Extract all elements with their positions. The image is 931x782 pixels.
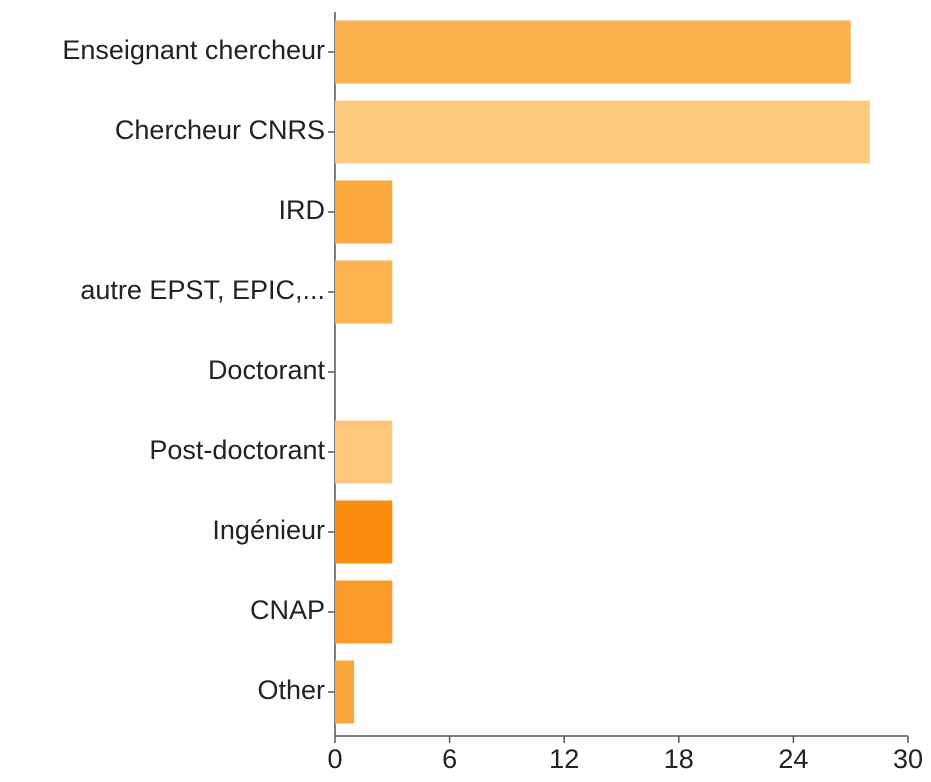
x-tick-label: 24 bbox=[778, 744, 808, 774]
bar bbox=[335, 660, 355, 724]
y-tick-label: autre EPST, EPIC,... bbox=[80, 275, 325, 305]
y-tick-label: Enseignant chercheur bbox=[62, 35, 325, 65]
y-tick-label: Ingénieur bbox=[212, 515, 325, 545]
y-tick-label: Other bbox=[257, 675, 325, 705]
y-tick-label: Post-doctorant bbox=[149, 435, 325, 465]
bar bbox=[335, 260, 393, 324]
x-tick-label: 30 bbox=[893, 744, 923, 774]
y-tick-label: Chercheur CNRS bbox=[115, 115, 325, 145]
y-tick-label: Doctorant bbox=[208, 355, 326, 385]
bar bbox=[335, 20, 851, 84]
y-tick-label: IRD bbox=[279, 195, 326, 225]
y-tick-label: CNAP bbox=[250, 595, 325, 625]
bar bbox=[335, 580, 393, 644]
x-tick-label: 6 bbox=[442, 744, 457, 774]
bar bbox=[335, 420, 393, 484]
x-tick-label: 0 bbox=[327, 744, 342, 774]
bar bbox=[335, 100, 870, 164]
bar bbox=[335, 500, 393, 564]
x-tick-label: 12 bbox=[549, 744, 579, 774]
x-tick-label: 18 bbox=[664, 744, 694, 774]
bar bbox=[335, 180, 393, 244]
